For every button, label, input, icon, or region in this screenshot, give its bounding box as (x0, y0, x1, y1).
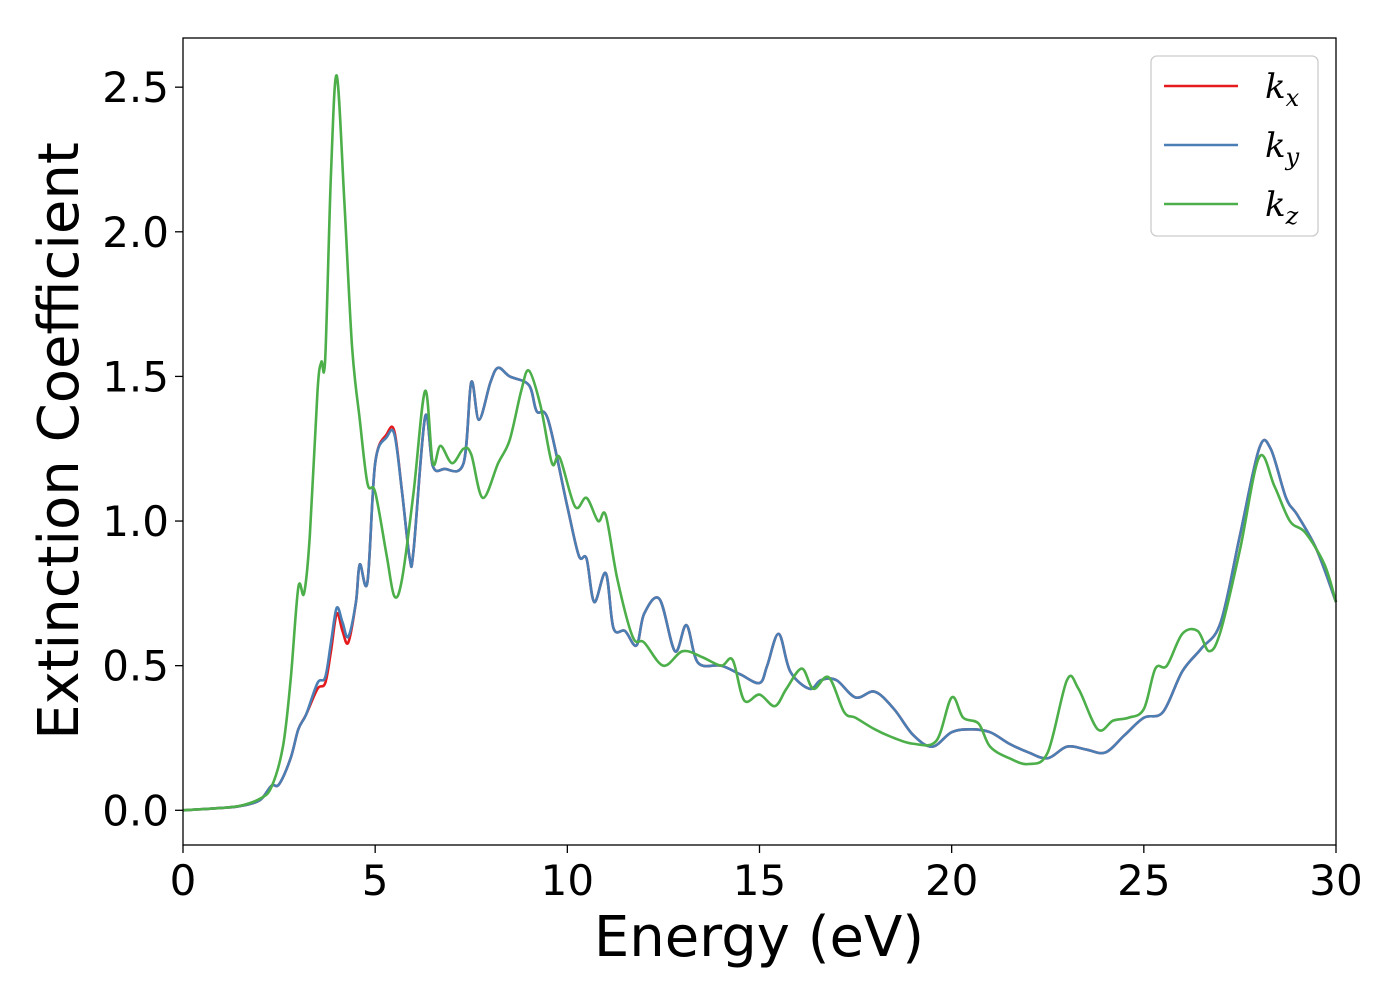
y-tick-label: 0.5 (102, 642, 169, 691)
y-tick-label: 1.5 (102, 352, 169, 401)
series-line-kz (182, 74, 1338, 812)
x-tick-label: 25 (1117, 856, 1170, 905)
y-tick-label: 1.0 (102, 497, 169, 546)
series-layer (182, 74, 1338, 812)
y-axis: 0.0 0.5 1.0 1.5 2.0 2.5 (102, 63, 183, 835)
x-tick-label: 30 (1309, 856, 1362, 905)
x-tick-label: 20 (925, 856, 978, 905)
series-line-ky (182, 366, 1338, 812)
y-tick-label: 2.5 (102, 63, 169, 112)
y-axis-title: Extinction Coefficient (27, 142, 92, 740)
x-tick-label: 15 (733, 856, 786, 905)
x-axis-title: Energy (eV) (594, 905, 924, 970)
x-axis: 0 5 10 15 20 25 30 (170, 845, 1363, 905)
x-tick-label: 0 (170, 856, 197, 905)
x-tick-label: 10 (541, 856, 594, 905)
y-tick-label: 2.0 (102, 208, 169, 257)
y-tick-label: 0.0 (102, 786, 169, 835)
x-tick-label: 5 (362, 856, 389, 905)
